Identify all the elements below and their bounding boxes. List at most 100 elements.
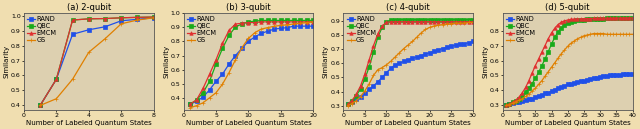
QBC	[68, 19, 76, 21]
EMCM	[296, 21, 304, 23]
QBC	[509, 102, 516, 103]
QBC	[465, 19, 472, 20]
QBC	[616, 17, 623, 19]
RAND	[570, 82, 578, 84]
EMCM	[205, 73, 213, 75]
Title: (a) 2-qubit: (a) 2-qubit	[67, 3, 111, 13]
QBC	[619, 17, 627, 19]
RAND	[52, 78, 60, 80]
QBC	[277, 20, 285, 21]
QBC	[587, 18, 595, 20]
Legend: RAND, QBC, EMCM, GS: RAND, QBC, EMCM, GS	[186, 15, 218, 44]
RAND	[387, 68, 395, 69]
QBC	[580, 19, 588, 20]
EMCM	[469, 21, 477, 22]
EMCM	[212, 59, 220, 61]
EMCM	[538, 51, 546, 53]
EMCM	[600, 17, 607, 19]
EMCM	[606, 17, 614, 19]
RAND	[603, 75, 611, 77]
GS	[509, 102, 516, 104]
RAND	[193, 101, 200, 102]
QBC	[251, 20, 259, 22]
QBC	[426, 19, 433, 20]
QBC	[205, 80, 213, 82]
GS	[515, 99, 523, 101]
GS	[277, 25, 285, 26]
Line: GS: GS	[346, 21, 475, 107]
QBC	[303, 20, 310, 21]
QBC	[193, 99, 200, 101]
GS	[404, 44, 412, 46]
GS	[590, 33, 598, 34]
QBC	[528, 83, 536, 84]
RAND	[430, 51, 438, 52]
Y-axis label: Similarity: Similarity	[3, 45, 10, 78]
RAND	[502, 105, 510, 106]
EMCM	[554, 24, 562, 25]
EMCM	[616, 17, 623, 19]
EMCM	[134, 17, 141, 18]
EMCM	[619, 17, 627, 19]
EMCM	[361, 73, 369, 75]
QBC	[378, 27, 386, 28]
EMCM	[150, 16, 157, 18]
GS	[554, 58, 562, 59]
EMCM	[199, 88, 207, 89]
RAND	[583, 79, 591, 81]
RAND	[456, 44, 464, 45]
QBC	[353, 95, 360, 97]
EMCM	[447, 21, 455, 22]
QBC	[548, 43, 556, 45]
RAND	[561, 85, 568, 87]
EMCM	[531, 65, 539, 67]
GS	[465, 22, 472, 23]
EMCM	[506, 103, 513, 105]
RAND	[344, 104, 351, 105]
EMCM	[580, 18, 588, 19]
QBC	[199, 92, 207, 94]
RAND	[361, 92, 369, 94]
QBC	[567, 21, 575, 22]
GS	[271, 25, 278, 27]
QBC	[600, 18, 607, 19]
RAND	[404, 59, 412, 61]
RAND	[36, 105, 44, 106]
Legend: RAND, QBC, EMCM, GS: RAND, QBC, EMCM, GS	[505, 15, 537, 44]
GS	[417, 32, 425, 34]
RAND	[612, 74, 620, 75]
QBC	[564, 22, 572, 24]
EMCM	[502, 105, 510, 106]
RAND	[564, 84, 572, 85]
QBC	[391, 19, 399, 20]
RAND	[348, 101, 356, 103]
RAND	[225, 63, 233, 65]
EMCM	[567, 19, 575, 20]
RAND	[296, 25, 304, 27]
GS	[587, 34, 595, 35]
EMCM	[573, 18, 581, 20]
GS	[290, 23, 298, 25]
QBC	[290, 20, 298, 21]
RAND	[150, 17, 157, 19]
RAND	[606, 75, 614, 76]
GS	[538, 80, 546, 82]
GS	[577, 37, 584, 38]
QBC	[443, 19, 451, 20]
Line: GS: GS	[504, 32, 634, 107]
EMCM	[310, 21, 317, 23]
RAND	[538, 94, 546, 96]
EMCM	[557, 22, 565, 23]
EMCM	[518, 92, 526, 94]
Y-axis label: Similarity: Similarity	[163, 45, 169, 78]
RAND	[609, 75, 617, 76]
QBC	[404, 19, 412, 20]
EMCM	[596, 17, 604, 19]
RAND	[85, 29, 93, 31]
RAND	[512, 102, 520, 103]
QBC	[85, 18, 93, 20]
QBC	[452, 19, 460, 20]
RAND	[548, 90, 556, 92]
GS	[596, 33, 604, 34]
EMCM	[219, 43, 227, 44]
